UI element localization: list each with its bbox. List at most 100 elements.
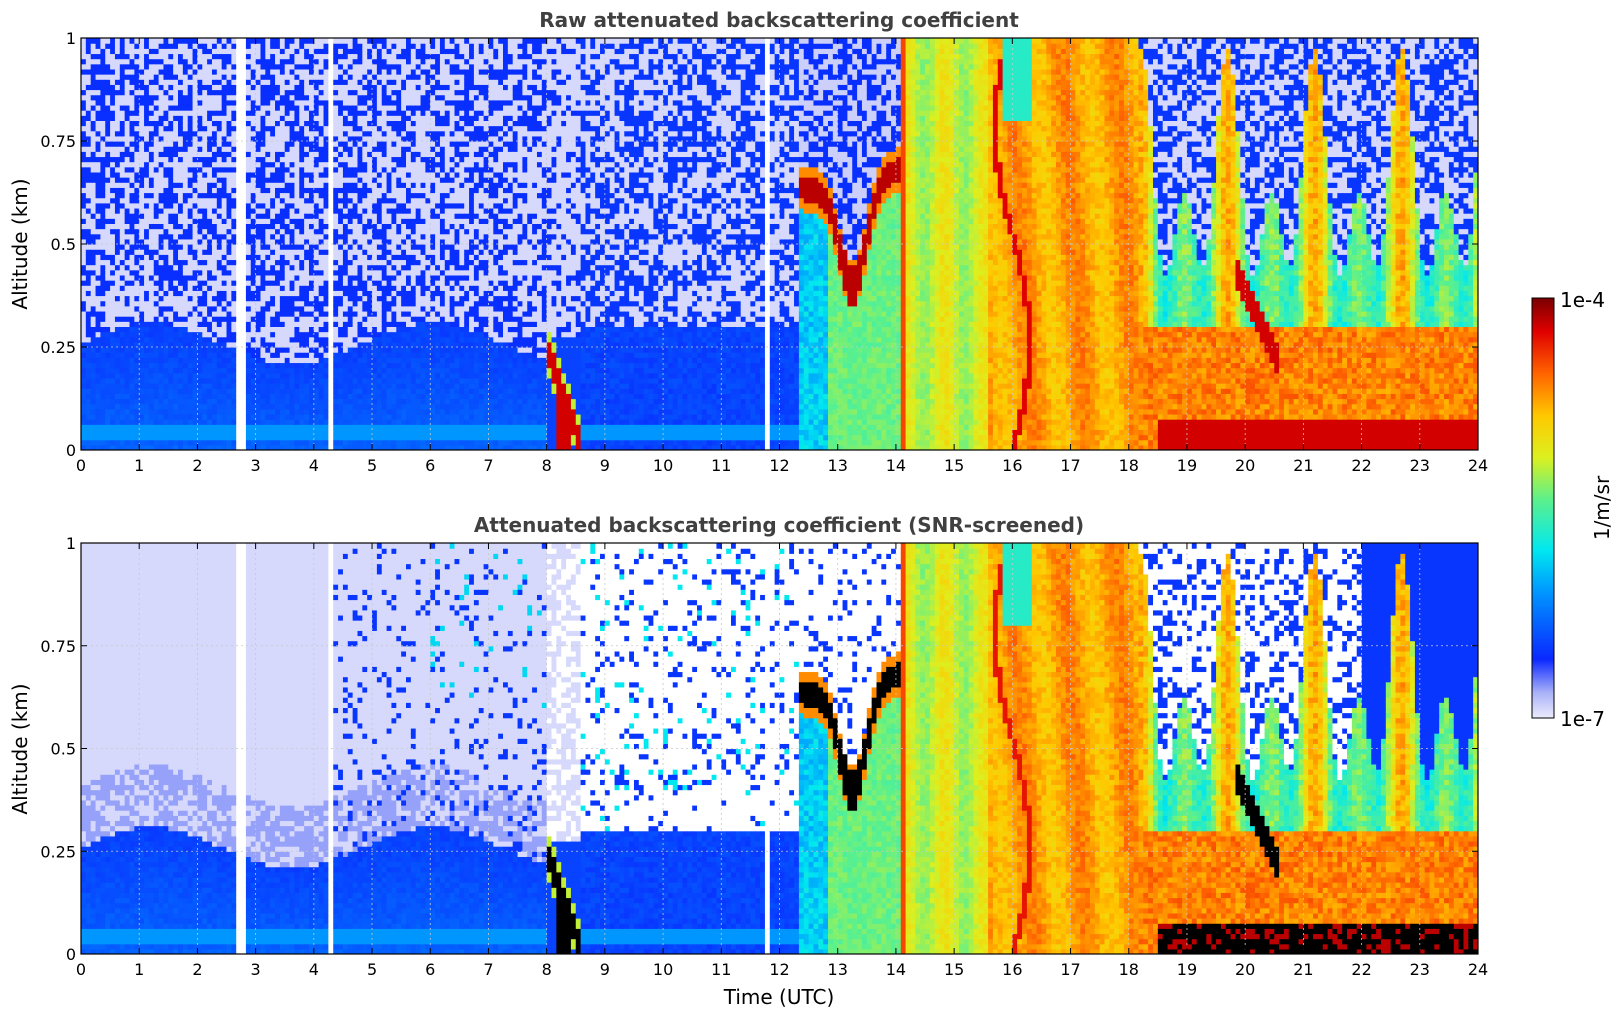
heatmap-cell — [144, 444, 150, 450]
heatmap-cell — [173, 228, 179, 235]
heatmap-cell — [90, 408, 97, 415]
heatmap-cell — [241, 48, 247, 55]
heatmap-cell — [187, 249, 194, 255]
heatmap-cell — [148, 151, 155, 158]
heatmap-cell — [372, 352, 378, 358]
heatmap-cell — [260, 141, 266, 147]
heatmap-cell — [245, 310, 252, 317]
heatmap-cell — [260, 207, 266, 214]
heatmap-cell — [187, 424, 194, 430]
heatmap-cell — [90, 419, 97, 425]
heatmap-cell — [362, 357, 368, 364]
heatmap-cell — [357, 408, 363, 415]
heatmap-cell — [173, 38, 179, 44]
heatmap-cell — [270, 182, 276, 188]
heatmap-cell — [197, 125, 203, 132]
heatmap-cell — [357, 171, 363, 178]
heatmap-cell — [289, 439, 296, 446]
heatmap-cell — [90, 244, 97, 250]
heatmap-cell — [255, 259, 262, 266]
heatmap-cell — [279, 43, 286, 49]
heatmap-cell — [134, 305, 140, 312]
heatmap-cell — [197, 429, 203, 436]
heatmap-cell — [236, 434, 242, 441]
heatmap-cell — [236, 38, 242, 44]
heatmap-cell — [270, 104, 276, 111]
heatmap-cell — [304, 280, 310, 286]
heatmap-cell — [192, 233, 199, 240]
heatmap-cell — [144, 413, 150, 420]
heatmap-cell — [294, 326, 300, 333]
heatmap-cell — [231, 192, 237, 199]
heatmap-cell — [134, 53, 140, 60]
heatmap-cell — [275, 403, 281, 410]
heatmap-cell — [216, 331, 223, 338]
heatmap-cell — [367, 424, 373, 430]
heatmap-cell — [255, 393, 262, 400]
heatmap-cell — [85, 300, 92, 307]
heatmap-cell — [114, 104, 121, 111]
heatmap-cell — [270, 89, 276, 96]
heatmap-cell — [119, 104, 126, 111]
heatmap-cell — [338, 110, 344, 116]
heatmap-cell — [129, 135, 135, 142]
heatmap-cell — [90, 79, 97, 85]
heatmap-cell — [119, 202, 126, 209]
heatmap-cell — [372, 295, 378, 302]
heatmap-cell — [144, 177, 150, 183]
heatmap-cell — [192, 130, 199, 137]
heatmap-cell — [100, 218, 106, 224]
heatmap-cell — [308, 341, 315, 348]
heatmap-cell — [90, 336, 97, 343]
heatmap-cell — [226, 238, 232, 245]
heatmap-cell — [318, 177, 325, 183]
heatmap-cell — [197, 197, 203, 204]
heatmap-cell — [85, 259, 92, 266]
heatmap-cell — [178, 352, 184, 358]
heatmap-cell — [211, 383, 218, 389]
heatmap-cell — [308, 79, 315, 85]
heatmap-cell — [134, 89, 140, 96]
heatmap-cell — [299, 367, 305, 374]
heatmap-cell — [250, 58, 257, 65]
heatmap-cell — [221, 305, 228, 312]
heatmap-cell — [134, 244, 140, 250]
heatmap-cell — [153, 403, 160, 410]
heatmap-cell — [153, 115, 160, 121]
heatmap-cell — [144, 377, 150, 384]
heatmap-cell — [299, 63, 305, 70]
heatmap-cell — [357, 413, 363, 420]
heatmap-cell — [158, 300, 165, 307]
heatmap-cell — [124, 233, 131, 240]
heatmap-cell — [100, 207, 106, 214]
heatmap-cell — [284, 166, 291, 173]
heatmap-cell — [304, 135, 310, 142]
heatmap-cell — [95, 429, 101, 436]
heatmap-cell — [153, 310, 160, 317]
heatmap-cell — [236, 130, 242, 137]
heatmap-cell — [260, 238, 266, 245]
heatmap-cell — [313, 321, 320, 327]
heatmap-cell — [333, 264, 339, 271]
heatmap-cell — [328, 213, 334, 219]
heatmap-cell — [139, 94, 145, 101]
heatmap-cell — [308, 352, 315, 358]
heatmap-cell — [192, 202, 199, 209]
heatmap-cell — [323, 177, 329, 183]
heatmap-cell — [110, 110, 116, 116]
heatmap-cell — [289, 228, 296, 235]
heatmap-cell — [158, 362, 165, 369]
heatmap-cell — [182, 130, 189, 137]
heatmap-cell — [100, 321, 106, 327]
heatmap-cell — [299, 79, 305, 85]
heatmap-cell — [323, 383, 329, 389]
heatmap-cell — [153, 398, 160, 405]
heatmap-cell — [289, 89, 296, 96]
heatmap-cell — [333, 104, 339, 111]
heatmap-cell — [144, 171, 150, 178]
heatmap-cell — [328, 120, 334, 127]
heatmap-cell — [119, 68, 126, 75]
heatmap-cell — [90, 151, 97, 158]
heatmap-cell — [182, 444, 189, 450]
heatmap-cell — [197, 295, 203, 302]
